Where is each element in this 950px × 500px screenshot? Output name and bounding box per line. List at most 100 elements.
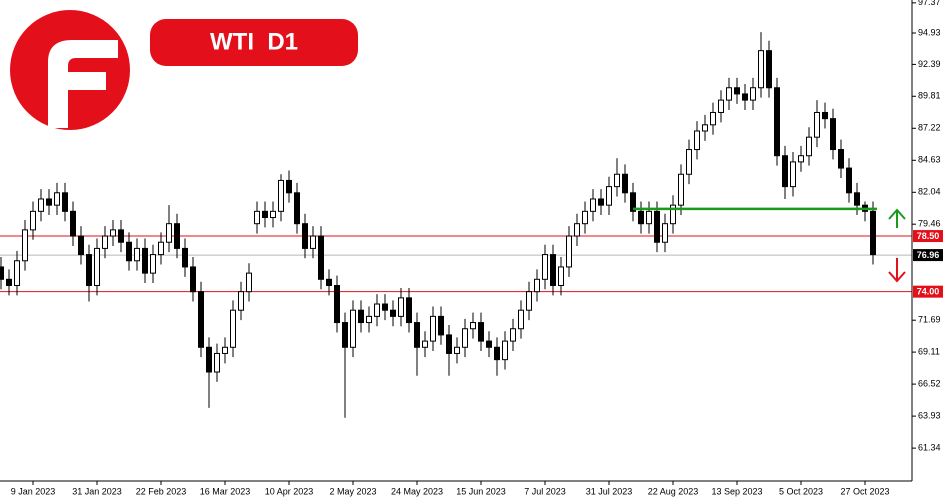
candle-body [582,210,588,225]
candle-body [710,111,716,126]
plot-area [0,32,912,418]
down-arrow [888,258,906,283]
candle-body [806,136,812,157]
candle-body [534,278,540,293]
candle-body [46,198,52,206]
x-tick-label: 31 Jan 2023 [72,486,122,496]
candle-body [422,340,428,348]
candle-body [62,192,68,212]
x-tick-label: 22 Feb 2023 [136,486,187,496]
y-tick-label: 69.11 [918,346,940,356]
candle-body [198,291,204,348]
candle-body [390,309,396,317]
candle-body [142,247,148,274]
candle-body [782,155,788,188]
candle-body [446,334,452,354]
candle-body [302,223,308,249]
y-tick-label: 66.52 [918,378,941,388]
candle-body [6,278,12,286]
candle-body [70,210,76,237]
x-tick-label: 22 Aug 2023 [648,486,699,496]
candle-body [510,328,516,342]
x-tick-label: 24 May 2023 [391,486,443,496]
level-tag [913,285,943,298]
candle-body [382,303,388,311]
candle-body [854,192,860,206]
x-tick-label: 31 Jul 2023 [586,486,633,496]
candle-body [174,223,180,249]
candle-body [494,346,500,361]
candle-body [798,155,804,163]
candle-body [254,210,260,225]
candle-body [830,118,836,151]
candle-body [646,210,652,225]
x-tick-label: 13 Sep 2023 [711,486,762,496]
candle-body [278,179,284,212]
candle-body [734,87,740,95]
x-tick-label: 27 Oct 2023 [840,486,889,496]
candle-body [366,315,372,324]
candle-body [638,210,644,225]
candle-body [398,297,404,317]
candle-body [454,346,460,354]
candle-body [678,173,684,206]
candle-body [686,149,692,175]
y-tick-label: 94.93 [918,27,941,37]
candle-body [838,149,844,169]
candle-body [822,111,828,120]
up-arrow [888,208,906,228]
candle-body [318,235,324,280]
candle-body [310,235,316,249]
y-tick-label: 84.63 [918,155,941,165]
x-tick-label: 7 Jul 2023 [524,486,566,496]
candle-body [518,309,524,330]
candle-body [662,223,668,243]
candle-body [262,210,268,219]
candle-body [726,87,732,101]
candle-body [438,315,444,336]
level-tag [913,249,943,262]
x-tick-label: 5 Oct 2023 [779,486,823,496]
logo-letter [48,40,118,128]
candle-body [238,291,244,311]
candle-body [14,260,20,286]
level-label: 78.50 [917,231,940,241]
candle-body [790,161,796,188]
y-tick-label: 79.46 [918,219,941,229]
logo-circle [10,10,130,130]
candle-body [54,192,60,206]
candle-body [86,254,92,286]
candle-body [606,186,612,206]
candle-body [502,340,508,361]
candle-body [342,322,348,348]
candle-body [166,223,172,243]
candle-body [558,266,564,286]
candle-body [478,322,484,342]
candle-body [542,254,548,280]
candle-body [462,328,468,348]
candle-body [110,229,116,237]
chart-title: WTI D1 [210,28,298,55]
candle-body [214,352,220,373]
candle-body [486,340,492,348]
y-tick-label: 97.37 [918,0,941,7]
candle-body [22,229,28,262]
candle-body [846,167,852,194]
candle-body [574,223,580,237]
candle-body [78,235,84,256]
candle-body [550,254,556,286]
candle-body [614,173,620,188]
title-box [150,19,358,66]
x-tick-label: 15 Jun 2023 [456,486,506,496]
x-tick-label: 10 Apr 2023 [265,486,314,496]
candle-body [598,198,604,206]
candle-body [750,87,756,101]
x-tick-label: 2 May 2023 [329,486,376,496]
candle-body [0,266,4,280]
candle-body [150,254,156,274]
arrows [888,208,906,283]
candle-body [406,297,412,324]
candle-body [654,210,660,243]
candle-body [286,179,292,194]
